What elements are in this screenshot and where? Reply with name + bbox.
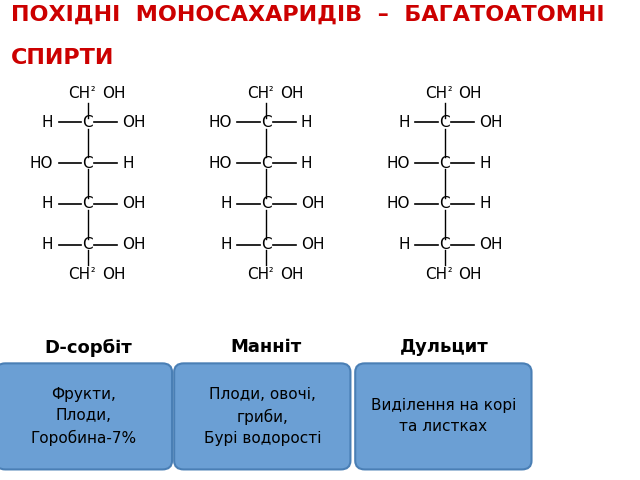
Text: HO: HO: [387, 196, 410, 212]
Text: HO: HO: [29, 156, 53, 171]
Text: СПИРТИ: СПИРТИ: [11, 48, 114, 68]
Text: OH: OH: [479, 115, 503, 130]
Text: OH: OH: [301, 196, 324, 212]
Text: C: C: [440, 237, 450, 252]
Text: ₂: ₂: [447, 83, 452, 93]
Text: OH: OH: [458, 85, 482, 100]
Text: C: C: [261, 196, 271, 212]
Text: H: H: [479, 156, 491, 171]
Text: HO: HO: [387, 156, 410, 171]
Text: C: C: [261, 237, 271, 252]
Text: D-сорбіт: D-сорбіт: [44, 338, 132, 357]
Text: H: H: [122, 156, 134, 171]
Text: CH: CH: [247, 85, 269, 100]
Text: C: C: [440, 115, 450, 130]
Text: ₂: ₂: [90, 83, 95, 93]
Text: ₂: ₂: [90, 264, 95, 274]
Text: ₂: ₂: [447, 264, 452, 274]
Text: H: H: [42, 237, 53, 252]
Text: OH: OH: [301, 237, 324, 252]
Text: OH: OH: [102, 267, 125, 282]
Text: CH: CH: [425, 85, 447, 100]
Text: Дульцит: Дульцит: [401, 338, 489, 356]
Text: C: C: [440, 156, 450, 171]
Text: H: H: [42, 196, 53, 212]
Text: CH: CH: [68, 267, 90, 282]
Text: HO: HO: [208, 156, 232, 171]
Text: C: C: [261, 115, 271, 130]
Text: OH: OH: [280, 267, 303, 282]
Text: Виділення на корі
та листках: Виділення на корі та листках: [371, 398, 516, 434]
Text: OH: OH: [122, 196, 146, 212]
Text: OH: OH: [280, 85, 303, 100]
Text: C: C: [261, 156, 271, 171]
Text: H: H: [220, 196, 232, 212]
Text: CH: CH: [68, 85, 90, 100]
Text: OH: OH: [122, 237, 146, 252]
Text: C: C: [83, 237, 93, 252]
Text: OH: OH: [479, 237, 503, 252]
FancyBboxPatch shape: [355, 363, 531, 469]
Text: Плоди, овочі,
гриби,
Бурі водорості: Плоди, овочі, гриби, Бурі водорості: [204, 387, 321, 446]
Text: H: H: [399, 237, 410, 252]
Text: H: H: [42, 115, 53, 130]
Text: C: C: [440, 196, 450, 212]
Text: H: H: [301, 156, 312, 171]
FancyBboxPatch shape: [0, 363, 172, 469]
Text: C: C: [83, 196, 93, 212]
Text: Манніт: Манніт: [230, 338, 302, 356]
Text: C: C: [83, 156, 93, 171]
Text: ПОХІДНІ  МОНОСАХАРИДІВ  –  БАГАТОАТОМНІ: ПОХІДНІ МОНОСАХАРИДІВ – БАГАТОАТОМНІ: [11, 5, 604, 25]
Text: CH: CH: [247, 267, 269, 282]
Text: CH: CH: [425, 267, 447, 282]
Text: H: H: [399, 115, 410, 130]
Text: C: C: [83, 115, 93, 130]
Text: H: H: [301, 115, 312, 130]
Text: HO: HO: [208, 115, 232, 130]
Text: ₂: ₂: [269, 264, 273, 274]
FancyBboxPatch shape: [174, 363, 351, 469]
Text: Фрукти,
Плоди,
Горобина-7%: Фрукти, Плоди, Горобина-7%: [31, 387, 137, 446]
Text: H: H: [479, 196, 491, 212]
Text: OH: OH: [102, 85, 125, 100]
Text: OH: OH: [122, 115, 146, 130]
Text: OH: OH: [458, 267, 482, 282]
Text: H: H: [220, 237, 232, 252]
Text: ₂: ₂: [269, 83, 273, 93]
